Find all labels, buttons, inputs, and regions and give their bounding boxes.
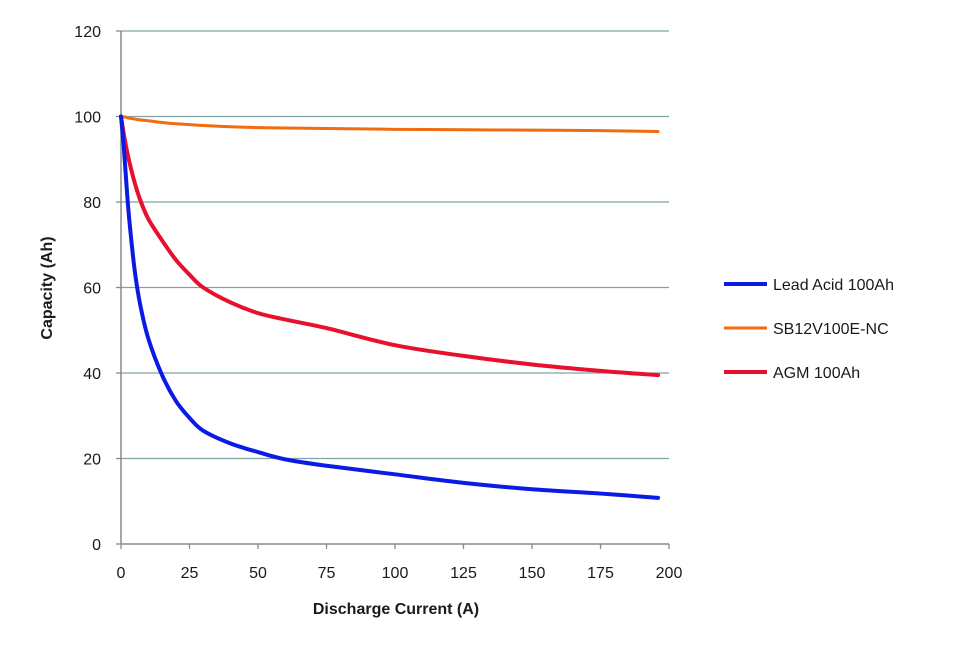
y-axis-title: Capacity (Ah) xyxy=(39,236,56,339)
x-tick-label: 50 xyxy=(249,565,267,582)
x-axis-ticks: 0 25 50 75 100 125 150 175 200 xyxy=(117,544,683,582)
series-line-agm-100ah xyxy=(119,114,661,378)
legend: Lead Acid 100Ah SB12V100E-NC AGM 100Ah xyxy=(724,277,894,382)
y-axis-ticks: 0 20 40 60 80 100 120 xyxy=(74,24,121,554)
y-tick-label: 40 xyxy=(83,366,101,383)
x-axis-title: Discharge Current (A) xyxy=(313,601,479,618)
x-tick-label: 25 xyxy=(181,565,199,582)
series-line-lead-acid-100ah xyxy=(119,114,661,500)
x-tick-label: 200 xyxy=(656,565,683,582)
x-tick-label: 175 xyxy=(587,565,614,582)
y-tick-label: 20 xyxy=(83,452,101,469)
gridlines xyxy=(121,30,669,460)
series-lines xyxy=(119,114,661,500)
legend-label: Lead Acid 100Ah xyxy=(773,277,894,294)
x-tick-label: 0 xyxy=(117,565,126,582)
legend-label: SB12V100E-NC xyxy=(773,321,889,338)
x-tick-label: 75 xyxy=(318,565,336,582)
series-line-sb12v100e-nc xyxy=(119,115,660,133)
x-tick-label: 150 xyxy=(519,565,546,582)
legend-label: AGM 100Ah xyxy=(773,365,860,382)
x-tick-label: 100 xyxy=(382,565,409,582)
y-tick-label: 100 xyxy=(74,110,101,127)
y-tick-label: 80 xyxy=(83,195,101,212)
y-tick-label: 60 xyxy=(83,281,101,298)
y-tick-label: 120 xyxy=(74,24,101,41)
x-tick-label: 125 xyxy=(450,565,477,582)
y-tick-label: 0 xyxy=(92,537,101,554)
